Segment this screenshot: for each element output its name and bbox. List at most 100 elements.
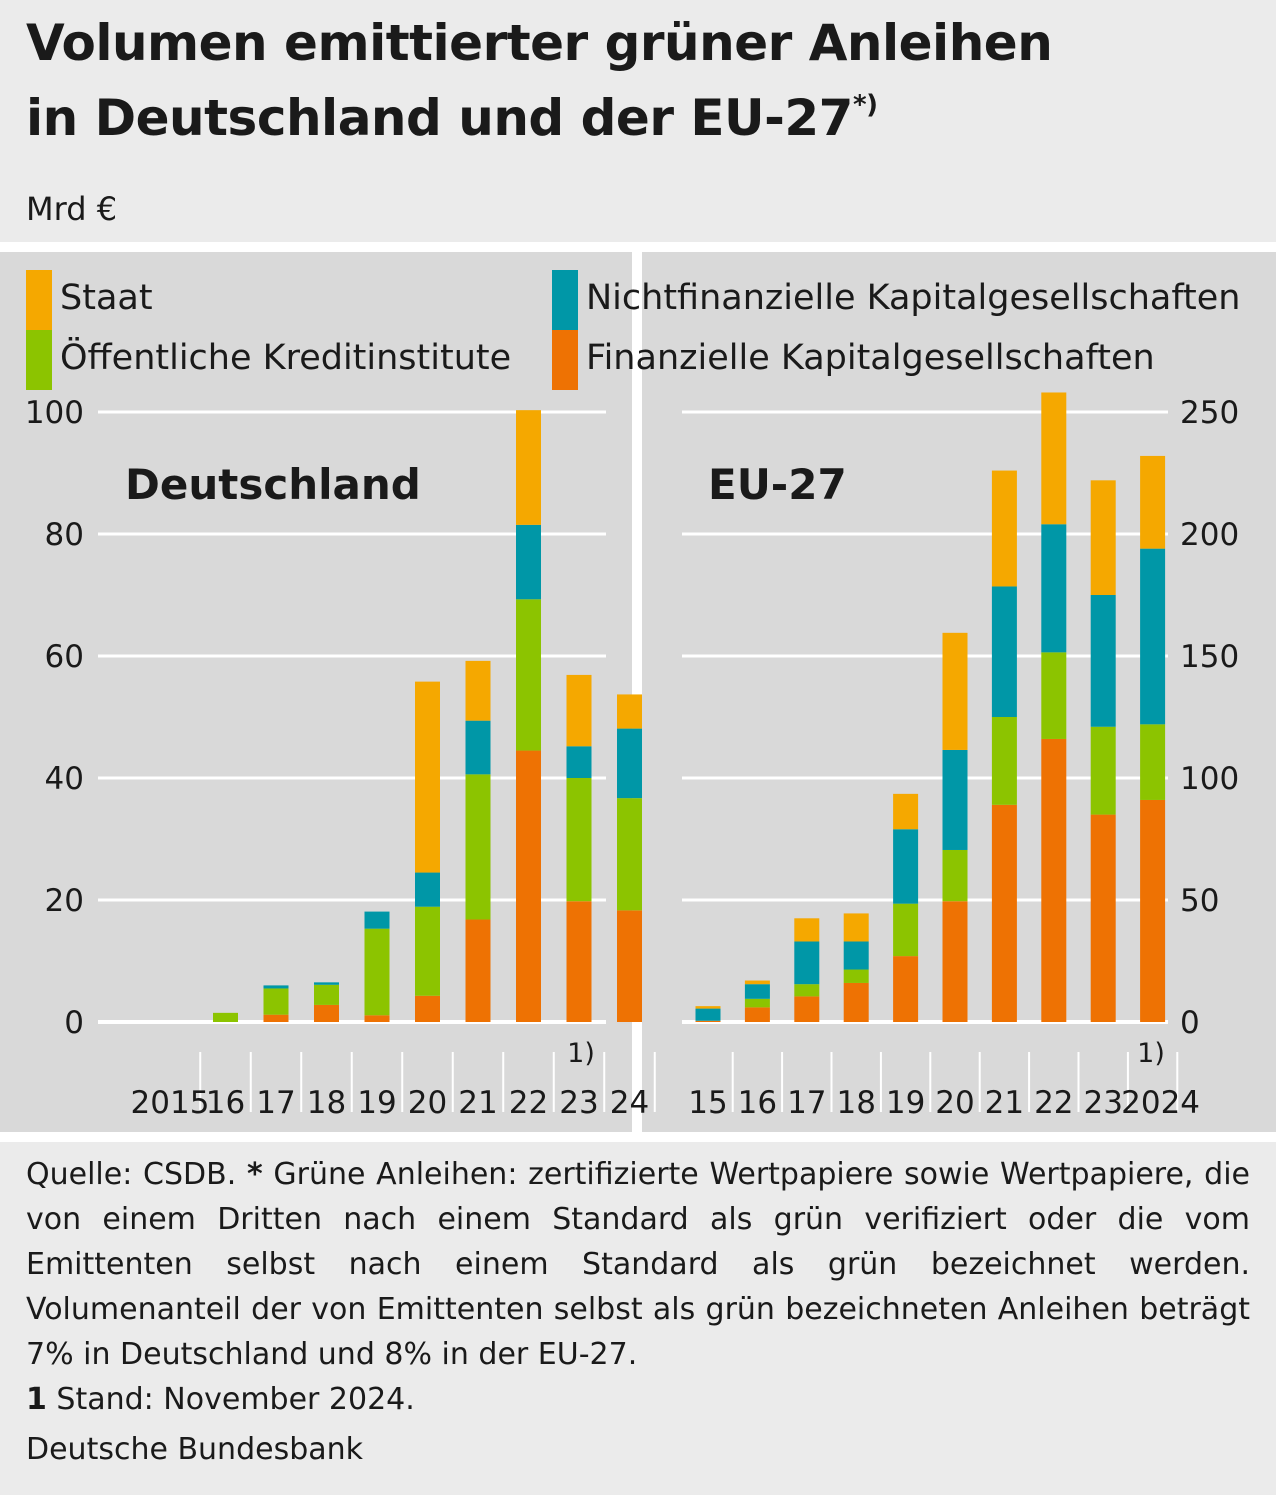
legend-label-staat: Staat bbox=[60, 278, 153, 318]
bar-segment-nichtfinanziell bbox=[794, 941, 820, 985]
top-separator bbox=[0, 242, 1276, 252]
bar-segment-finanziell bbox=[465, 919, 491, 1022]
panel-title-de: Deutschland bbox=[125, 460, 421, 509]
bar-segment-staat bbox=[566, 674, 592, 747]
title-line-2: in Deutschland und der EU-27 bbox=[26, 89, 853, 147]
bar-segment-staat bbox=[465, 660, 491, 721]
y-tick-label-eu: 150 bbox=[1180, 639, 1239, 675]
x-tick-label-eu: 16 bbox=[738, 1085, 777, 1121]
bar-segment-oeffentlich bbox=[893, 903, 919, 957]
footnote-star-text: Grüne Anleihen: zertifizierte Wertpapier… bbox=[26, 1157, 1250, 1372]
bar-segment-nichtfinanziell bbox=[364, 911, 390, 929]
bar-segment-nichtfinanziell bbox=[263, 985, 289, 989]
bar-segment-oeffentlich bbox=[1041, 652, 1067, 739]
title-footnote-mark: *) bbox=[852, 90, 878, 120]
bar-segment-staat bbox=[942, 632, 968, 750]
bar-segment-oeffentlich bbox=[213, 1012, 238, 1022]
bar-segment-finanziell bbox=[415, 995, 440, 1022]
bar-segment-oeffentlich bbox=[1090, 726, 1116, 815]
x-tick-label-de: 24 bbox=[610, 1085, 649, 1121]
bar-segment-finanziell bbox=[843, 982, 869, 1022]
legend-swatch-staat bbox=[26, 270, 52, 330]
bar-segment-finanziell bbox=[991, 804, 1017, 1022]
bar-segment-nichtfinanziell bbox=[314, 982, 339, 985]
bar-segment-oeffentlich bbox=[263, 988, 289, 1015]
bar-segment-oeffentlich bbox=[314, 984, 339, 1005]
bar-segment-finanziell bbox=[566, 901, 592, 1022]
bar-segment-oeffentlich bbox=[744, 998, 770, 1008]
bar-segment-staat bbox=[617, 694, 642, 729]
bar-segment-nichtfinanziell bbox=[465, 720, 491, 775]
bar-segment-oeffentlich bbox=[516, 599, 541, 751]
bar-segment-oeffentlich bbox=[942, 849, 968, 902]
footnote-star: * bbox=[246, 1157, 263, 1192]
y-tick-label-de: 40 bbox=[45, 761, 84, 797]
bar-segment-nichtfinanziell bbox=[744, 984, 770, 999]
bar-segment-oeffentlich bbox=[794, 984, 820, 997]
x-tick-label-de: 22 bbox=[509, 1085, 548, 1121]
y-tick-label-de: 80 bbox=[45, 517, 84, 553]
chart-title: Volumen emittierter grüner Anleihen in D… bbox=[26, 12, 1053, 149]
bar-segment-oeffentlich bbox=[991, 717, 1017, 805]
bar-segment-nichtfinanziell bbox=[843, 941, 869, 970]
legend-label-nichtfinanziell: Nichtfinanzielle Kapitalgesellschaften bbox=[586, 278, 1241, 318]
bar-segment-finanziell bbox=[794, 996, 820, 1022]
bar-segment-finanziell bbox=[1041, 738, 1067, 1022]
bar-segment-finanziell bbox=[617, 910, 642, 1022]
footnote-one: 1 bbox=[26, 1382, 47, 1417]
bar-segment-oeffentlich bbox=[465, 774, 491, 920]
bar-segment-oeffentlich bbox=[843, 969, 869, 983]
panel-title-eu: EU-27 bbox=[708, 460, 847, 509]
bar-segment-nichtfinanziell bbox=[893, 829, 919, 904]
legend-swatch-oeffentlich bbox=[26, 330, 52, 390]
bar-segment-nichtfinanziell bbox=[942, 749, 968, 850]
x-tick-label-de: 17 bbox=[256, 1085, 295, 1121]
bar-segment-nichtfinanziell bbox=[415, 872, 440, 907]
bar-segment-finanziell bbox=[1140, 799, 1166, 1022]
x-tick-label-eu: 2024 bbox=[1121, 1085, 1200, 1121]
y-tick-label-eu: 100 bbox=[1180, 761, 1239, 797]
bar-segment-finanziell bbox=[1090, 814, 1116, 1022]
x-tick-label-eu: 17 bbox=[787, 1085, 826, 1121]
bar-segment-nichtfinanziell bbox=[1041, 524, 1067, 653]
bar-segment-nichtfinanziell bbox=[1140, 548, 1166, 725]
x-tick-label-eu: 20 bbox=[935, 1085, 974, 1121]
footnote-source: Quelle: CSDB. bbox=[26, 1157, 237, 1192]
bar-segment-oeffentlich bbox=[1140, 724, 1166, 800]
y-tick-label-de: 60 bbox=[45, 639, 84, 675]
legend-label-finanziell: Finanzielle Kapitalgesellschaften bbox=[586, 338, 1155, 378]
bar-segment-oeffentlich bbox=[415, 906, 440, 996]
unit-label: Mrd € bbox=[26, 190, 118, 228]
bar-segment-nichtfinanziell bbox=[1090, 595, 1116, 727]
y-tick-label-eu: 250 bbox=[1180, 395, 1239, 431]
y-tick-label-eu: 200 bbox=[1180, 517, 1239, 553]
bar-segment-oeffentlich bbox=[566, 778, 592, 902]
bar-segment-finanziell bbox=[516, 750, 541, 1022]
x-tick-label-de: 21 bbox=[458, 1085, 497, 1121]
x-tick-label-de: 19 bbox=[357, 1085, 396, 1121]
bar-segment-finanziell bbox=[695, 1020, 721, 1022]
bar-segment-oeffentlich bbox=[617, 798, 642, 911]
bar-segment-nichtfinanziell bbox=[516, 524, 541, 600]
footnote-one-text: Stand: November 2024. bbox=[56, 1382, 415, 1417]
bottom-separator bbox=[0, 1132, 1276, 1142]
bar-segment-staat bbox=[695, 1006, 721, 1009]
x-tick-label-de: 2015 bbox=[131, 1085, 210, 1121]
x-tick-label-eu: 15 bbox=[688, 1085, 727, 1121]
bar-segment-staat bbox=[1041, 392, 1067, 525]
legend-swatch-nichtfinanziell bbox=[552, 270, 578, 330]
bar-segment-nichtfinanziell bbox=[695, 1008, 721, 1021]
legend-swatch-finanziell bbox=[552, 330, 578, 390]
x-tick-label-eu: 21 bbox=[985, 1085, 1024, 1121]
x-tick-label-de: 18 bbox=[307, 1085, 346, 1121]
bar-segment-staat bbox=[991, 470, 1017, 587]
y-tick-label-de: 20 bbox=[45, 883, 84, 919]
bar-segment-finanziell bbox=[893, 956, 919, 1022]
footnote-text: Quelle: CSDB. * Grüne Anleihen: zertifiz… bbox=[26, 1152, 1250, 1422]
bar-segment-finanziell bbox=[744, 1007, 770, 1022]
bar-segment-nichtfinanziell bbox=[617, 728, 642, 799]
x-tick-label-de: 20 bbox=[408, 1085, 447, 1121]
bar-segment-nichtfinanziell bbox=[991, 586, 1017, 717]
title-line-1: Volumen emittierter grüner Anleihen bbox=[26, 14, 1053, 72]
